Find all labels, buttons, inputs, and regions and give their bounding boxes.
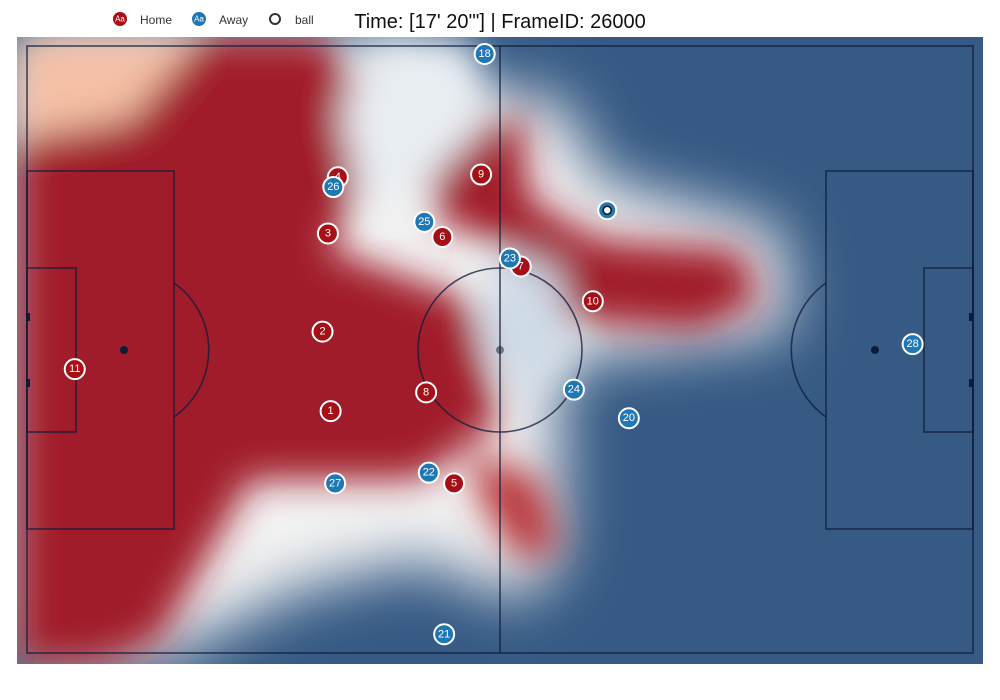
legend-item-home: Aa Home: [113, 12, 172, 27]
home-player-number: 8: [423, 386, 429, 398]
legend-home-label: Home: [140, 13, 172, 27]
away-player-23: 23: [498, 247, 521, 270]
left-goal-post-top: [26, 313, 30, 321]
away-player-marker: [562, 378, 585, 401]
away-player-number: 26: [327, 181, 339, 193]
home-player-10: 10: [581, 290, 604, 313]
centre-circle: [417, 267, 583, 433]
legend-ball-marker: [269, 13, 281, 25]
away-player-number: 24: [568, 384, 580, 396]
left-goal-post-bottom: [26, 379, 30, 387]
home-player-marker: [63, 358, 86, 381]
right-goal-post-bottom: [969, 379, 973, 387]
pitch-spots: [26, 313, 973, 387]
away-player-marker: [324, 472, 347, 495]
legend-ball-label: ball: [295, 13, 314, 27]
home-player-number: 2: [319, 326, 325, 338]
legend-item-ball: ball: [269, 13, 314, 27]
away-player-marker: [413, 210, 436, 233]
home-player-3: 3: [316, 222, 339, 245]
away-player-22: 22: [417, 461, 440, 484]
centre-spot: [496, 346, 504, 354]
home-player-number: 7: [518, 260, 524, 272]
away-player-24: 24: [562, 378, 585, 401]
home-player-marker: [415, 381, 438, 404]
away-player-25: 25: [413, 210, 436, 233]
legend-away-glyph: Aa: [194, 15, 204, 24]
away-player-marker: [901, 333, 924, 356]
home-player-1: 1: [319, 400, 342, 423]
away-player-18: 18: [473, 43, 496, 66]
home-player-marker: [311, 320, 334, 343]
home-player-marker: [316, 222, 339, 245]
legend: Aa Home Aa Away ball: [113, 12, 314, 27]
away-player-28: 28: [901, 333, 924, 356]
chart-title: Time: [17' 20'"] | FrameID: 26000: [354, 11, 646, 33]
legend-home-marker: [113, 12, 127, 26]
home-player-number: 3: [325, 227, 331, 239]
home-player-11: 11: [63, 358, 86, 381]
home-player-6: 6: [431, 226, 454, 249]
home-player-number: 11: [69, 363, 80, 375]
away-player-marker: [322, 176, 345, 199]
away-player-20: 20: [617, 407, 640, 430]
home-player-number: 6: [439, 231, 445, 243]
home-player-number: 10: [587, 295, 599, 307]
home-player-marker: [319, 400, 342, 423]
away-player-number: 23: [504, 252, 516, 264]
away-player-marker: [417, 461, 440, 484]
home-player-marker: [581, 290, 604, 313]
home-player-2: 2: [311, 320, 334, 343]
left-six-yard-box: [26, 267, 77, 433]
away-player-number: 22: [423, 467, 435, 479]
right-goal-post-top: [969, 313, 973, 321]
home-player-marker: [470, 163, 493, 186]
away-player-number: 28: [907, 338, 919, 350]
right-penalty-spot: [871, 346, 879, 354]
home-player-5: 5: [443, 472, 466, 495]
legend-away-marker: [192, 12, 206, 26]
home-player-8: 8: [415, 381, 438, 404]
legend-home-glyph: Aa: [115, 15, 125, 24]
away-player-26: 26: [322, 176, 345, 199]
right-penalty-arc: [790, 282, 827, 418]
away-player-number: 27: [329, 477, 341, 489]
away-player-marker: [433, 623, 456, 646]
away-player-marker: [617, 407, 640, 430]
home-player-marker: [431, 226, 454, 249]
away-player-27: 27: [324, 472, 347, 495]
home-player-marker: [443, 472, 466, 495]
ball-marker: [597, 200, 618, 221]
right-six-yard-box: [923, 267, 974, 433]
home-player-9: 9: [470, 163, 493, 186]
player-markers: 123456789101118202122232425262728: [63, 43, 924, 646]
home-player-number: 1: [328, 405, 334, 417]
left-penalty-spot: [120, 346, 128, 354]
ball-dot: [602, 205, 612, 215]
legend-item-away: Aa Away: [192, 12, 248, 27]
legend-away-label: Away: [219, 13, 248, 27]
away-player-marker: [473, 43, 496, 66]
away-player-number: 18: [479, 48, 491, 60]
home-player-number: 5: [451, 477, 457, 489]
away-player-number: 20: [623, 412, 635, 424]
away-player-21: 21: [433, 623, 456, 646]
home-player-number: 9: [478, 169, 484, 181]
away-player-number: 21: [438, 628, 450, 640]
away-player-number: 25: [418, 216, 430, 228]
left-penalty-arc: [173, 282, 210, 418]
away-player-marker: [498, 247, 521, 270]
